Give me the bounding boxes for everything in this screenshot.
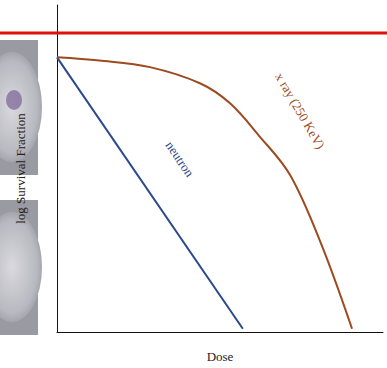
svg-text:Dose: Dose <box>207 349 234 364</box>
svg-text:neutron: neutron <box>163 138 198 180</box>
svg-text:x ray (250 KeV): x ray (250 KeV) <box>272 70 328 152</box>
svg-text:log Survival Fraction: log Survival Fraction <box>13 113 28 224</box>
